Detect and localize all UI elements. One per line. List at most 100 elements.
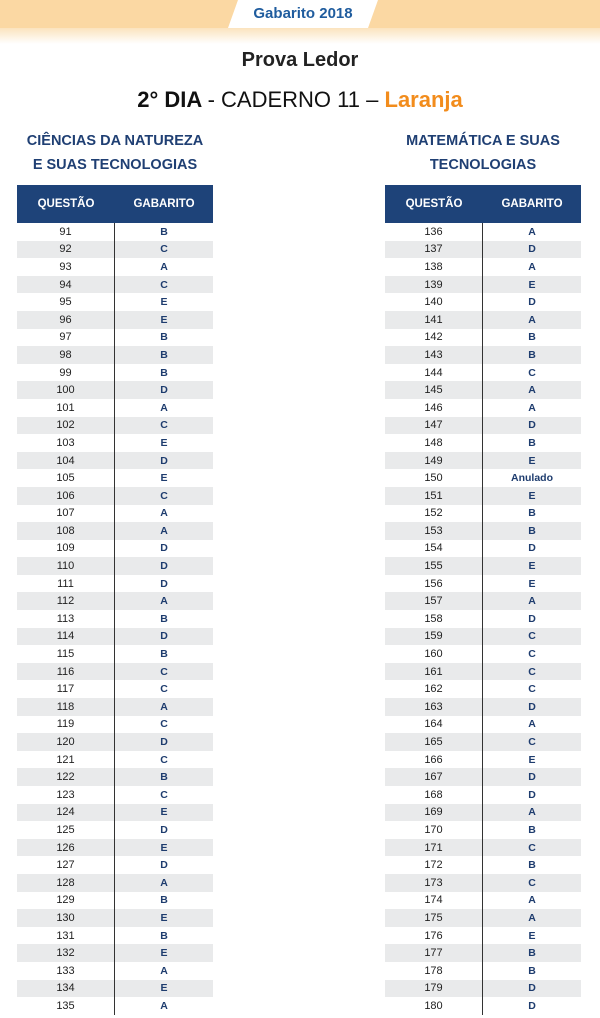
question-number: 156 [385,574,483,593]
left-table-header: QUESTÃO GABARITO [17,185,213,223]
table-row: 180 D [385,997,581,1015]
question-number: 104 [17,451,115,470]
table-row: 152 B [385,504,581,523]
answer-key: D [528,612,536,625]
table-row: 163 D [385,698,581,716]
table-row: 178 B [385,961,581,980]
answer-key: C [160,718,168,731]
answer-key: A [160,524,168,537]
answer-key: C [160,243,168,256]
answer-key: A [160,876,168,889]
answer-key: E [160,806,168,819]
question-number: 92 [17,240,115,259]
answer-key: B [528,436,536,449]
answer-key: D [160,384,168,397]
answer-key: D [160,560,168,573]
answer-key: B [528,348,536,361]
answer-key: D [528,982,536,995]
table-row: 118 A [17,698,213,716]
table-row: 146 A [385,398,581,417]
question-number: 165 [385,733,483,751]
banner-tab [228,0,378,28]
question-number: 122 [17,768,115,786]
answer-key: B [528,524,536,537]
question-number: 159 [385,627,483,646]
answer-key: E [160,472,168,485]
table-row: 108 A [17,522,213,540]
question-number: 113 [17,610,115,628]
table-row: 127 D [17,856,213,874]
answer-key: B [160,894,168,907]
table-row: 133 A [17,961,213,980]
question-number: 161 [385,662,483,681]
answer-key: B [160,331,168,344]
table-row: 170 B [385,821,581,839]
answer-key: Anulado [511,472,553,485]
answer-key: A [528,894,536,907]
question-number: 114 [17,627,115,646]
table-row: 101 A [17,398,213,417]
table-row: 131 B [17,926,213,945]
answer-key: E [160,296,168,309]
answer-key: A [528,911,536,924]
answer-key: B [160,225,168,238]
question-number: 97 [17,328,115,347]
answer-key: E [160,947,168,960]
table-row: 114 D [17,627,213,646]
table-row: 176 E [385,926,581,945]
table-row: 169 A [385,803,581,822]
table-row: 157 A [385,592,581,611]
table-row: 123 C [17,786,213,804]
answer-key: B [528,331,536,344]
table-row: 141 A [385,310,581,329]
answer-key: C [528,665,536,678]
table-row: 140 D [385,293,581,311]
question-number: 158 [385,610,483,628]
header-banner: Gabarito 2018 [0,0,600,44]
question-number: 145 [385,381,483,399]
table-row: 162 C [385,680,581,699]
question-number: 130 [17,909,115,927]
table-row: 94 C [17,275,213,294]
answer-key: D [160,823,168,836]
table-row: 124 E [17,803,213,822]
answer-key: C [528,736,536,749]
answer-key: C [160,419,168,432]
subtitle-day: 2° DIA [137,87,202,112]
table-row: 107 A [17,504,213,523]
answer-key: C [528,876,536,889]
table-row: 166 E [385,750,581,769]
question-number: 110 [17,557,115,575]
answer-key: A [528,718,536,731]
answer-key: E [160,313,168,326]
right-answer-table: 136 A 137 D 138 A 139 E 140 D 141 A 142 B 143 B 144 C 145 A… [385,223,581,1015]
question-number: 106 [17,486,115,505]
question-number: 121 [17,750,115,769]
answer-key: D [160,577,168,590]
answer-key: D [528,419,536,432]
table-row: 145 A [385,381,581,399]
table-row: 110 D [17,557,213,575]
answer-key: E [528,278,536,291]
table-row: 161 C [385,662,581,681]
answer-key: D [528,700,536,713]
question-number: 116 [17,662,115,681]
table-row: 130 E [17,909,213,927]
answer-key: A [528,806,536,819]
question-number: 115 [17,645,115,663]
table-row: 104 D [17,451,213,470]
left-section-title: CIÊNCIAS DA NATUREZA E SUAS TECNOLOGIAS [14,129,216,177]
answer-key: A [160,507,168,520]
answer-key: E [528,489,536,502]
answer-key: A [160,964,168,977]
table-row: 171 C [385,838,581,857]
table-row: 175 A [385,909,581,927]
answer-key: A [160,999,168,1012]
table-row: 121 C [17,750,213,769]
table-row: 132 E [17,944,213,962]
question-number: 172 [385,856,483,874]
table-row: 154 D [385,539,581,558]
question-number: 174 [385,891,483,910]
question-number: 164 [385,715,483,734]
left-col-gabarito: GABARITO [133,198,195,210]
